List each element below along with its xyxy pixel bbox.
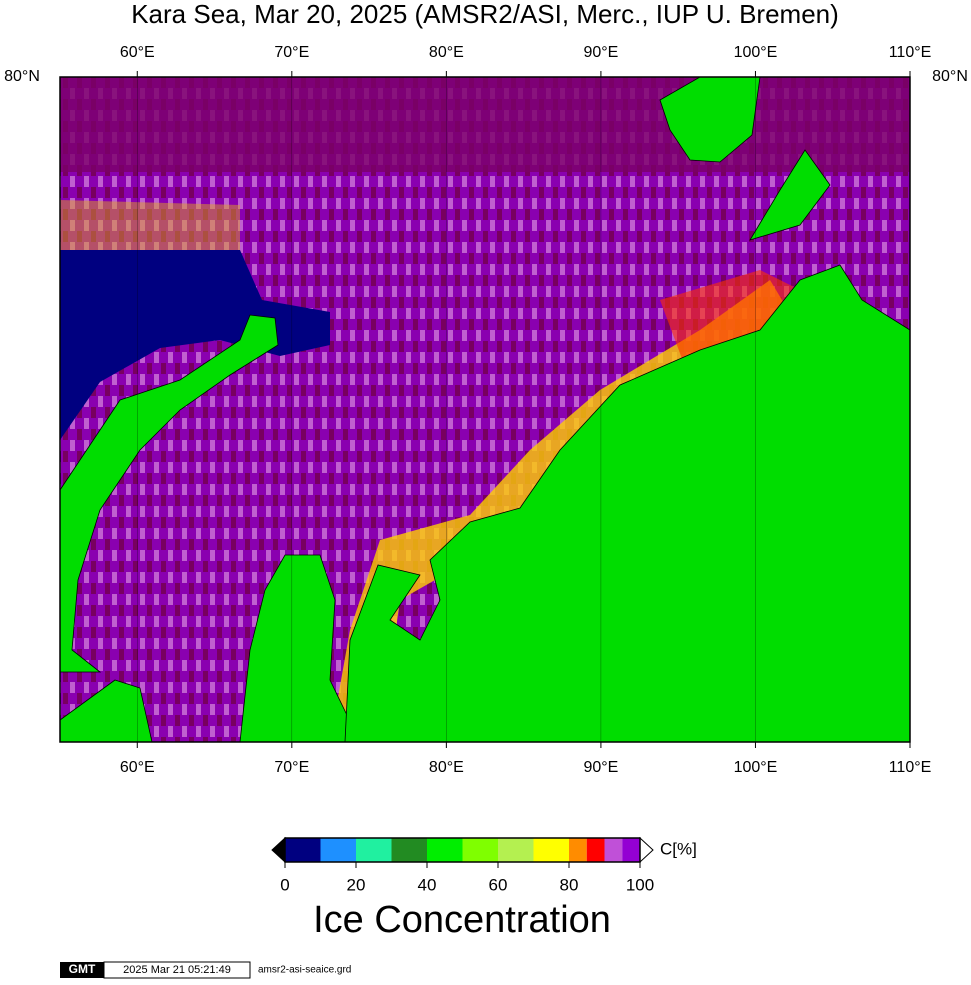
lon-label: 100°E xyxy=(734,44,778,61)
open-water xyxy=(60,250,330,440)
colorbar-segment xyxy=(391,838,427,862)
colorbar-unit: C[%] xyxy=(660,839,697,858)
colorbar-segment xyxy=(604,838,623,862)
lon-label: 100°E xyxy=(734,759,778,776)
colorbar-segment xyxy=(569,838,587,862)
lon-label: 80°E xyxy=(429,759,464,776)
map xyxy=(60,77,910,742)
land xyxy=(749,149,831,241)
colorbar-segment xyxy=(622,838,640,862)
colorbar-segment xyxy=(285,838,321,862)
colorbar-tick-label: 80 xyxy=(560,875,579,894)
lon-label: 60°E xyxy=(120,44,155,61)
colorbar-tick-label: 40 xyxy=(418,875,437,894)
lon-label: 60°E xyxy=(120,759,155,776)
colorbar-title: Ice Concentration xyxy=(313,899,611,941)
colorbar-segment xyxy=(356,838,392,862)
land xyxy=(60,314,279,673)
colorbar-tick-label: 0 xyxy=(280,875,289,894)
lat-label: 80°N xyxy=(932,68,968,85)
lon-label: 70°E xyxy=(274,44,309,61)
filename: amsr2-asi-seaice.grd xyxy=(258,965,351,976)
land xyxy=(344,264,910,742)
colorbar-segment xyxy=(320,838,356,862)
lon-label: 80°E xyxy=(429,44,464,61)
title: Kara Sea, Mar 20, 2025 (AMSR2/ASI, Merc.… xyxy=(131,0,839,29)
lon-label: 70°E xyxy=(274,759,309,776)
lon-label: 90°E xyxy=(583,759,618,776)
colorbar-tick-label: 100 xyxy=(626,875,654,894)
lat-label: 80°N xyxy=(4,68,40,85)
lon-label: 110°E xyxy=(889,44,932,61)
land xyxy=(60,679,153,742)
colorbar-tick-label: 60 xyxy=(489,875,508,894)
land xyxy=(659,77,761,163)
dense-ice xyxy=(60,77,910,172)
logo-box xyxy=(60,962,104,978)
colorbar-segment xyxy=(586,838,605,862)
timestamp-box xyxy=(103,961,251,979)
logo: GMT xyxy=(69,962,96,976)
colorbar-segment xyxy=(427,838,463,862)
footer: GMT 2025 Mar 21 05:21:49 amsr2-asi-seaic… xyxy=(60,961,351,979)
colorbar-frame xyxy=(284,837,641,863)
colorbar-segment xyxy=(498,838,534,862)
colorbar-segment xyxy=(533,838,569,862)
colorbar-segment xyxy=(462,838,498,862)
colorbar-tick-label: 20 xyxy=(347,875,366,894)
lon-label: 110°E xyxy=(889,759,932,776)
lon-label: 90°E xyxy=(583,44,618,61)
timestamp: 2025 Mar 21 05:21:49 xyxy=(123,964,231,976)
colorbar-arrow xyxy=(271,836,286,864)
colorbar-arrow xyxy=(639,836,654,864)
ice-edge xyxy=(60,200,240,250)
